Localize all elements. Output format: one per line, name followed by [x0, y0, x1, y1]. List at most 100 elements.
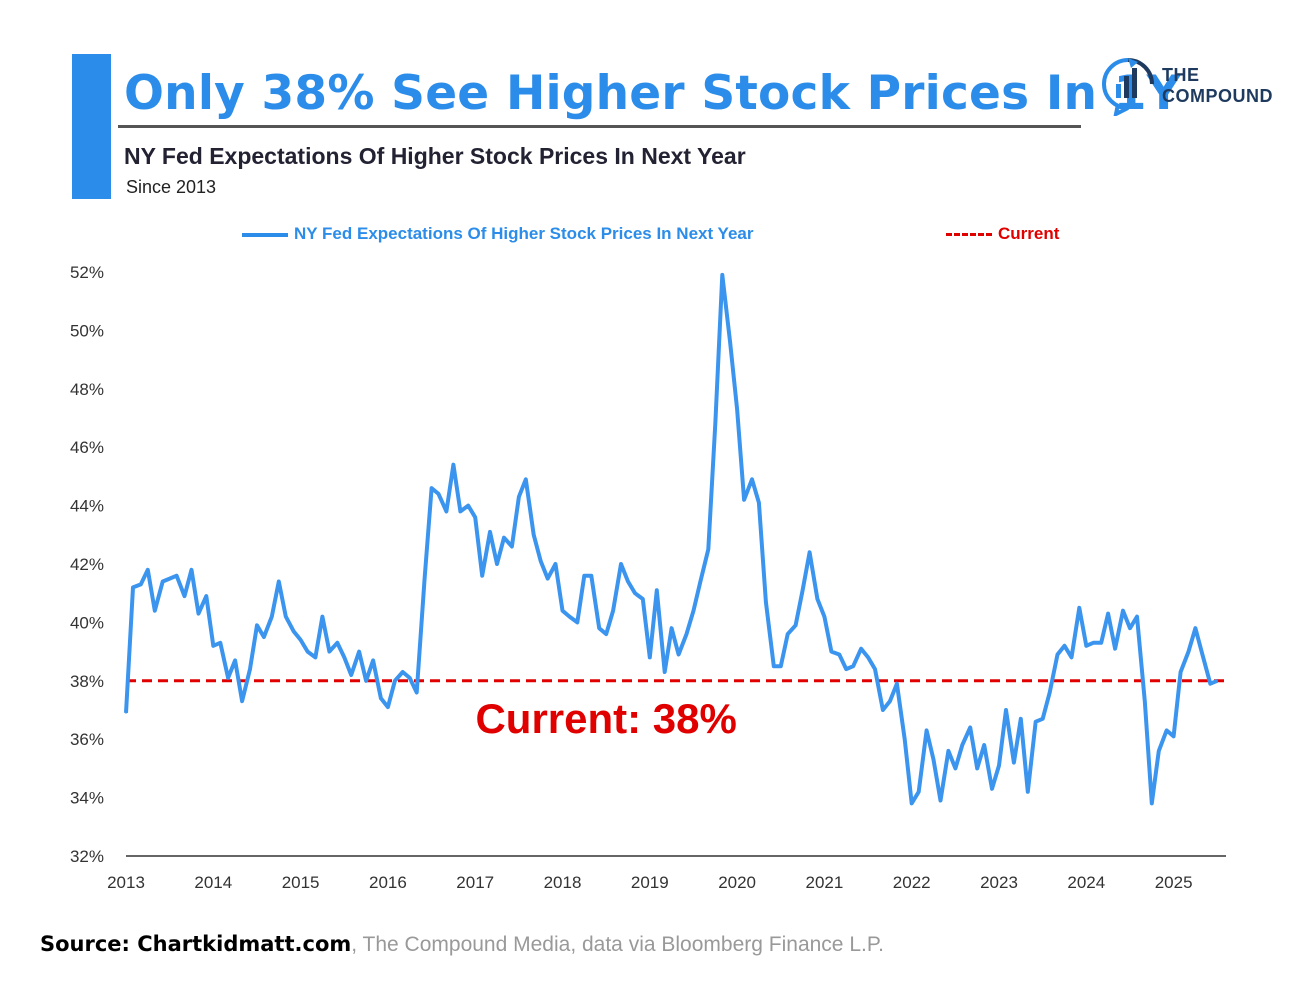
data-point [743, 498, 745, 501]
data-point [642, 598, 644, 600]
data-point [1048, 691, 1051, 694]
data-point [423, 577, 426, 580]
data-point [1063, 644, 1066, 647]
x-tick-label: 2013 [107, 873, 145, 892]
legend-current-swatch [946, 233, 992, 237]
chart-title: Only 38% See Higher Stock Prices In 1Y [124, 66, 1181, 121]
data-point [1136, 615, 1138, 618]
data-point [284, 615, 287, 618]
data-point [699, 580, 702, 583]
x-tick-label: 2015 [282, 873, 320, 892]
data-point [1020, 717, 1022, 720]
data-point [1157, 750, 1160, 752]
data-point [168, 577, 171, 580]
y-tick-label: 42% [70, 555, 104, 574]
data-point [518, 496, 520, 498]
data-point [227, 677, 229, 679]
logo-text-line1: THE [1162, 65, 1200, 85]
x-axis: 2013 2014 2015 2016 2017 2018 2019 2020 2021 2022… [107, 873, 1192, 892]
data-point [437, 493, 440, 495]
data-point [612, 609, 614, 612]
data-point [299, 639, 302, 641]
data-point [306, 650, 309, 653]
data-point [590, 574, 593, 577]
data-point [328, 650, 331, 653]
logo-chat-bars-icon [1102, 58, 1154, 118]
data-point [1201, 653, 1204, 656]
data-point [1092, 642, 1095, 644]
data-point [1034, 720, 1037, 723]
data-point [882, 709, 884, 711]
data-point [772, 665, 775, 667]
data-point [969, 726, 972, 729]
data-point [1172, 735, 1175, 738]
data-point [910, 802, 913, 805]
x-tick-label: 2017 [456, 873, 494, 892]
data-point [758, 501, 760, 504]
data-point [459, 510, 462, 513]
data-point [655, 589, 658, 592]
data-point [649, 656, 651, 659]
data-point [583, 574, 586, 577]
data-point [474, 516, 477, 519]
data-point [1013, 761, 1015, 764]
x-tick-label: 2014 [194, 873, 232, 892]
data-point [714, 423, 717, 425]
data-point [568, 615, 571, 618]
data-point [620, 563, 622, 565]
data-point [161, 580, 164, 583]
source-note: Source: Chartkidmatt.com, The Compound M… [40, 932, 884, 957]
data-point [314, 656, 317, 659]
data-point [1100, 642, 1102, 644]
data-point [1078, 607, 1081, 609]
x-tick-label: 2020 [718, 873, 756, 892]
data-point [511, 545, 513, 548]
data-point [452, 463, 455, 466]
data-point [430, 487, 433, 489]
data-point [816, 598, 819, 600]
data-point [692, 609, 695, 612]
data-point [663, 671, 666, 673]
data-point [1070, 656, 1073, 659]
data-point [801, 589, 804, 592]
data-point [917, 790, 920, 793]
data-point [249, 668, 251, 670]
data-point [496, 563, 498, 565]
data-point [932, 758, 935, 761]
data-point [125, 712, 127, 714]
data-point [576, 621, 579, 624]
data-point [401, 671, 404, 673]
data-point [867, 656, 869, 659]
data-point [554, 563, 557, 565]
data-point [991, 788, 993, 790]
x-tick-label: 2019 [631, 873, 669, 892]
y-tick-label: 52% [70, 263, 104, 282]
data-point [277, 580, 280, 583]
data-point [1107, 612, 1109, 615]
data-point [154, 609, 156, 612]
data-point [889, 700, 891, 703]
legend-series: NY Fed Expectations Of Higher Stock Pric… [242, 224, 753, 246]
data-point [976, 767, 978, 770]
data-point [256, 624, 258, 627]
data-point [321, 615, 324, 618]
data-point [336, 642, 339, 644]
data-point [205, 595, 208, 597]
data-point [677, 653, 680, 656]
data-point [1027, 790, 1029, 793]
data-point [779, 665, 782, 667]
date-range-note: Since 2013 [126, 177, 217, 197]
data-point [190, 569, 193, 571]
data-point [358, 650, 360, 653]
data-point [481, 574, 483, 577]
y-tick-label: 44% [70, 497, 104, 516]
y-tick-label: 38% [70, 672, 104, 691]
data-point [845, 668, 848, 670]
data-point [1179, 671, 1182, 673]
data-point [874, 668, 876, 670]
x-tick-label: 2016 [369, 873, 407, 892]
data-point [445, 510, 448, 513]
data-point [1122, 609, 1124, 612]
legend-series-swatch [242, 232, 288, 237]
